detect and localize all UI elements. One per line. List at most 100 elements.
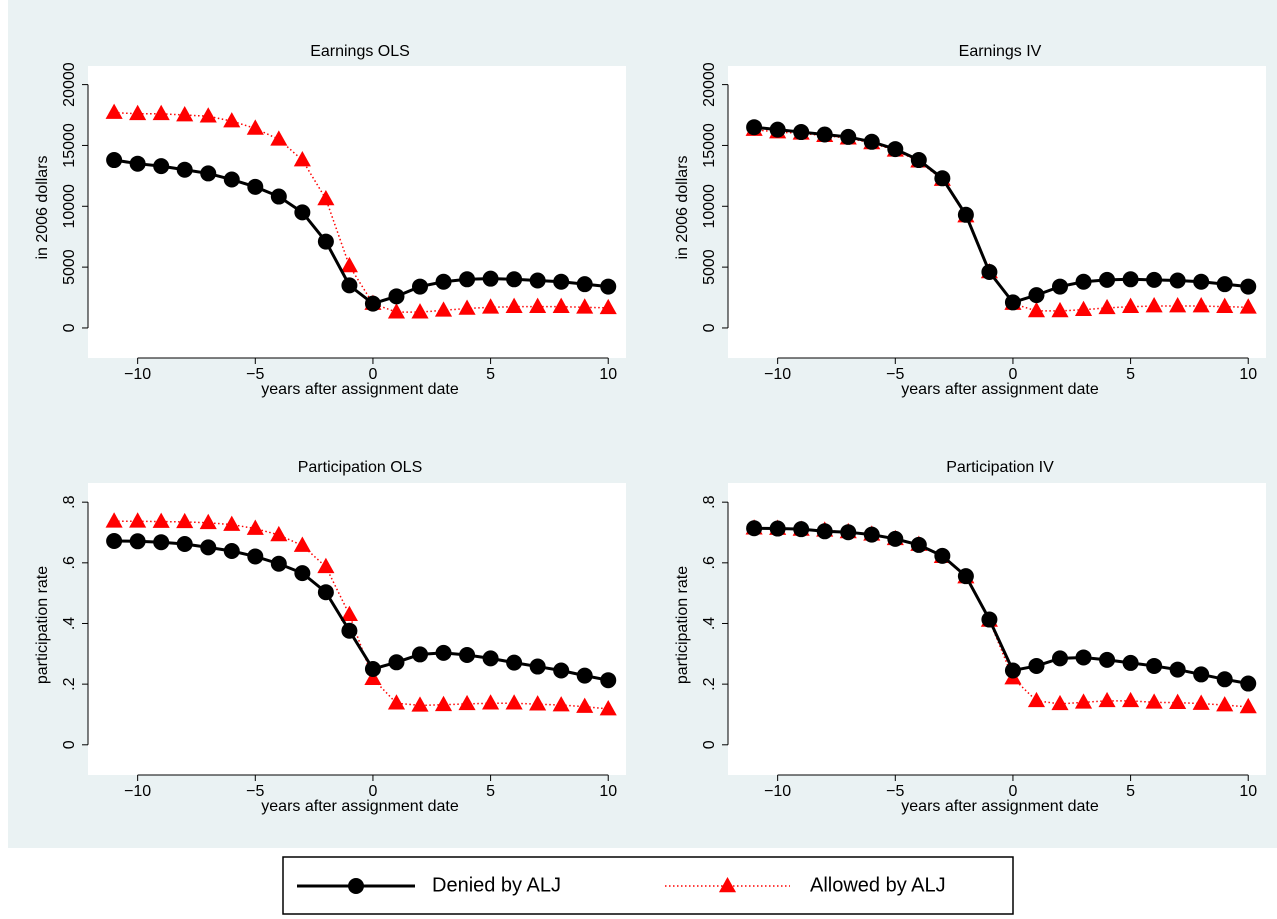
- series-line: [754, 527, 1249, 708]
- data-point: [934, 547, 951, 564]
- data-point: [411, 696, 429, 712]
- data-point: [600, 672, 617, 689]
- chart-title: Participation OLS: [298, 459, 423, 476]
- x-tick-label: −10: [124, 783, 151, 800]
- x-tick-label: 0: [368, 783, 377, 800]
- x-tick-label: −5: [246, 366, 264, 383]
- data-point: [270, 130, 288, 146]
- y-tick-label: 0: [701, 323, 718, 332]
- y-axis-label: in 2006 dollars: [674, 155, 691, 259]
- data-point: [887, 530, 904, 547]
- y-tick-label: 15000: [701, 123, 718, 168]
- x-tick-label: 10: [599, 366, 617, 383]
- data-point: [1239, 298, 1257, 314]
- y-tick-label: .8: [701, 495, 718, 508]
- data-point: [793, 521, 810, 538]
- data-point: [552, 696, 570, 712]
- data-point: [1028, 287, 1045, 304]
- y-tick-label: 20000: [701, 62, 718, 107]
- x-tick-label: 10: [599, 783, 617, 800]
- data-point: [105, 512, 123, 528]
- data-point: [482, 270, 499, 287]
- data-point: [1004, 662, 1021, 679]
- legend-marker: [718, 877, 737, 893]
- data-point: [1122, 654, 1139, 671]
- data-point: [458, 694, 476, 711]
- data-point: [176, 106, 194, 122]
- data-point: [1169, 693, 1187, 709]
- y-tick-label: 5000: [701, 249, 718, 285]
- x-tick-label: 10: [1239, 366, 1257, 383]
- data-point: [223, 171, 240, 188]
- legend-marker: [348, 878, 364, 894]
- y-axis-label: participation rate: [34, 566, 51, 684]
- chart-title: Earnings OLS: [310, 43, 410, 60]
- data-point: [176, 161, 193, 178]
- y-tick-label: 15000: [61, 123, 78, 168]
- series-line: [753, 125, 1249, 305]
- data-point: [910, 536, 927, 553]
- data-point: [129, 512, 147, 528]
- data-point: [176, 512, 194, 529]
- data-point: [576, 697, 594, 713]
- x-tick-label: 0: [368, 366, 377, 383]
- data-point: [1216, 671, 1233, 688]
- data-point: [106, 532, 123, 549]
- y-tick-label: .8: [61, 495, 78, 508]
- data-point: [340, 256, 358, 273]
- data-point: [293, 536, 311, 552]
- x-tick-label: 10: [1239, 783, 1257, 800]
- y-axis-label: in 2006 dollars: [34, 155, 51, 259]
- data-point: [482, 298, 500, 314]
- data-point: [576, 276, 593, 293]
- data-point: [412, 278, 428, 295]
- data-point: [223, 542, 240, 559]
- data-point: [294, 565, 311, 582]
- data-point: [529, 272, 546, 289]
- data-point: [957, 206, 974, 223]
- data-point: [317, 584, 334, 601]
- data-point: [1075, 649, 1092, 666]
- data-point: [459, 271, 476, 288]
- y-tick-label: 5000: [61, 249, 78, 285]
- x-axis-label: years after assignment date: [901, 381, 1099, 398]
- data-point: [434, 301, 453, 317]
- data-point: [840, 128, 857, 145]
- series-line: [754, 128, 1249, 312]
- data-point: [152, 512, 170, 528]
- data-point: [246, 119, 264, 135]
- data-point: [317, 189, 335, 206]
- data-point: [863, 133, 880, 150]
- data-point: [600, 278, 617, 295]
- data-point: [863, 526, 880, 543]
- data-point: [553, 662, 570, 679]
- data-point: [341, 277, 358, 294]
- plot-region: [88, 66, 626, 358]
- data-point: [129, 104, 147, 121]
- data-point: [1169, 272, 1186, 289]
- y-tick-label: 10000: [61, 184, 78, 229]
- data-point: [482, 650, 499, 667]
- x-tick-label: 5: [486, 783, 495, 800]
- data-point: [1192, 297, 1210, 313]
- data-point: [506, 271, 523, 288]
- data-point: [482, 694, 500, 710]
- data-point: [294, 204, 311, 221]
- data-point: [599, 298, 617, 315]
- data-point: [793, 124, 810, 141]
- data-point: [152, 104, 170, 121]
- data-point: [529, 695, 547, 711]
- data-point: [1193, 666, 1210, 683]
- data-point: [1239, 697, 1257, 714]
- data-point: [746, 520, 763, 537]
- y-tick-label: 0: [61, 323, 78, 332]
- x-tick-label: −5: [246, 783, 264, 800]
- data-point: [317, 557, 335, 574]
- data-point: [1122, 691, 1140, 708]
- data-point: [553, 273, 570, 290]
- x-tick-label: −10: [764, 366, 791, 383]
- x-tick-label: 5: [486, 366, 495, 383]
- x-tick-label: 5: [1126, 783, 1135, 800]
- data-point: [934, 170, 951, 187]
